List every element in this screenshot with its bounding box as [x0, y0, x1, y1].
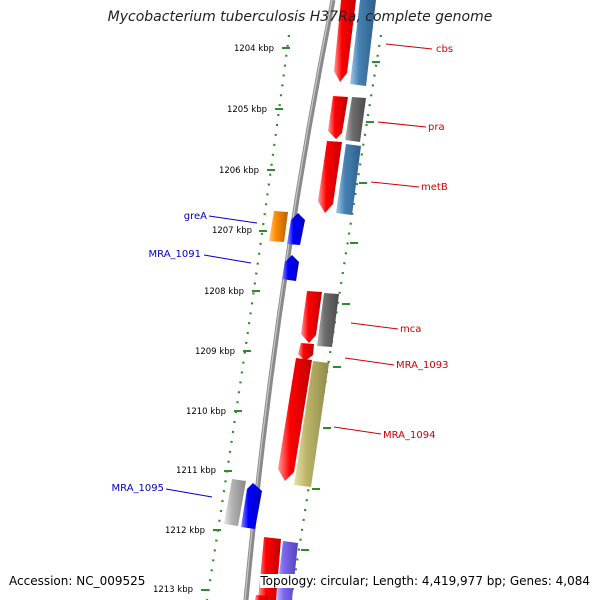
scale-label: 1211 kbp — [176, 466, 216, 476]
gene-MRA_1094-red[interactable] — [278, 358, 312, 481]
scale-label: 1205 kbp — [227, 105, 267, 115]
scale-label: 1206 kbp — [219, 166, 259, 176]
leader-cbs — [385, 43, 433, 50]
gene-label-MRA_1091[interactable]: MRA_1091 — [149, 249, 201, 260]
scale-label: 1207 kbp — [212, 226, 252, 236]
scale-label: 1213 kbp — [153, 585, 193, 595]
gene-metB-red[interactable] — [318, 141, 342, 213]
gene-mca[interactable] — [317, 293, 339, 347]
scale-label: 1209 kbp — [195, 347, 235, 357]
scale-label: 1212 kbp — [165, 526, 205, 536]
inner-tick-track — [205, 34, 291, 600]
leader-MRA_1091 — [203, 254, 252, 264]
leader-mca — [350, 322, 399, 330]
gene-MRA_1095[interactable] — [224, 479, 246, 526]
gene-label-metB[interactable]: metB — [421, 182, 448, 193]
reverse-gene-labels: greA MRA_1091 MRA_1095 — [112, 211, 208, 494]
leader-greA — [208, 215, 258, 224]
gene-MRA_1093[interactable] — [298, 343, 314, 361]
gene-MRA_1091[interactable] — [282, 255, 299, 281]
forward-strand-genes — [255, 0, 376, 600]
leader-pra — [377, 121, 427, 128]
accession-text: Accession: NC_009525 — [9, 574, 146, 588]
scale-label: 1210 kbp — [186, 407, 226, 417]
gene-MRA_1095-blue[interactable] — [241, 483, 262, 529]
scale-label: 1204 kbp — [234, 44, 274, 54]
gene-label-MRA_1093[interactable]: MRA_1093 — [396, 360, 448, 371]
gene-pra-red[interactable] — [328, 96, 348, 139]
gene-bottom-red-2[interactable] — [255, 595, 268, 600]
gene-label-greA[interactable]: greA — [184, 211, 207, 222]
label-leaders — [165, 43, 433, 498]
leader-MRA_1093 — [344, 357, 395, 366]
leader-MRA_1095 — [165, 488, 213, 498]
gene-metB[interactable] — [336, 144, 361, 215]
leader-MRA_1094 — [333, 426, 382, 435]
reverse-strand-genes — [224, 211, 305, 529]
gene-cbs-neighbor[interactable] — [350, 0, 376, 86]
forward-gene-labels: cbs pra metB mca MRA_1093 MRA_1094 — [383, 44, 453, 441]
gene-greA-blue[interactable] — [287, 213, 305, 245]
gene-label-mca[interactable]: mca — [400, 324, 421, 335]
gene-MRA_1094[interactable] — [294, 361, 329, 487]
gene-label-pra[interactable]: pra — [428, 122, 445, 133]
gene-pra[interactable] — [345, 97, 366, 142]
map-title: Mycobacterium tuberculosis H37Ra, comple… — [107, 9, 493, 25]
gene-greA[interactable] — [269, 211, 288, 242]
gene-label-MRA_1095[interactable]: MRA_1095 — [112, 483, 164, 494]
leader-metB — [370, 181, 420, 188]
gene-cbs[interactable] — [334, 0, 356, 82]
topology-text: Topology: circular; Length: 4,419,977 bp… — [260, 574, 590, 588]
scale-ticks — [201, 47, 380, 591]
scale-label: 1208 kbp — [204, 287, 244, 297]
gene-label-MRA_1094[interactable]: MRA_1094 — [383, 430, 435, 441]
gene-label-cbs[interactable]: cbs — [436, 44, 453, 55]
scale-labels: 1204 kbp 1205 kbp 1206 kbp 1207 kbp 1208… — [153, 44, 274, 595]
gene-mca-red[interactable] — [301, 291, 322, 343]
